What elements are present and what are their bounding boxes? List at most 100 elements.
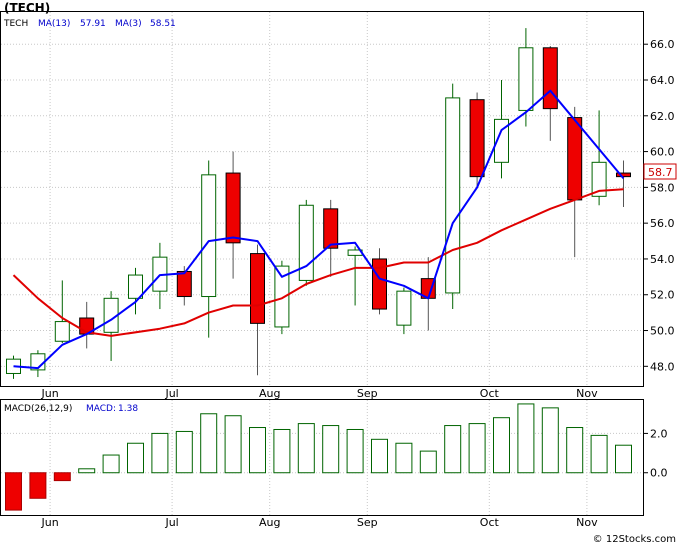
- macd-legend-label: MACD:: [86, 404, 116, 414]
- x-tick-label: Aug: [259, 387, 280, 400]
- macd-bar: [419, 450, 437, 474]
- macd-x-tick-label: Jun: [41, 516, 59, 529]
- price-y-tick-label: 48.0: [650, 360, 675, 373]
- moving-averages: [12, 89, 625, 370]
- macd-legend-value: 1.38: [118, 404, 138, 414]
- x-tick-label: Jul: [164, 387, 178, 400]
- macd-x-tick-label: Nov: [576, 516, 598, 529]
- candle-body: [298, 204, 314, 281]
- candle: [396, 287, 412, 335]
- macd-bar: [273, 428, 291, 474]
- price-legend: TECH MA(13) 57.91 MA(3) 58.51: [3, 19, 176, 29]
- candle: [469, 92, 485, 188]
- macd-bar: [493, 417, 510, 474]
- candle: [274, 260, 290, 335]
- macd-bar: [371, 438, 388, 474]
- candle-body: [542, 47, 558, 110]
- candle: [128, 267, 143, 315]
- price-gridlines: [1, 12, 643, 386]
- candle-body: [518, 47, 534, 111]
- macd-bar: [468, 423, 486, 474]
- macd-y-tick-label: 0.0: [650, 467, 668, 480]
- candle: [323, 199, 339, 277]
- x-tick-label: Sep: [357, 387, 378, 400]
- macd-gridlines: [1, 400, 643, 515]
- candle-body: [469, 99, 485, 178]
- macd-x-tick-label: Sep: [357, 516, 378, 529]
- candle-body: [372, 258, 387, 310]
- price-y-tick-label: 52.0: [650, 289, 675, 302]
- candle: [591, 110, 607, 206]
- credit-text: © 12Stocks.com: [593, 534, 676, 545]
- macd-x-tick-label: Aug: [259, 516, 280, 529]
- legend-ma3-value: 58.51: [150, 19, 176, 29]
- candle-body: [128, 274, 143, 299]
- candle: [567, 106, 583, 258]
- price-y-tick-label: 54.0: [650, 253, 675, 266]
- macd-bar: [249, 427, 266, 474]
- macd-bar: [444, 425, 462, 474]
- price-y-tick-label: 66.0: [650, 38, 675, 51]
- macd-bar: [297, 423, 315, 474]
- last-price-label: 58.7: [648, 166, 673, 179]
- ma3-line: [13, 89, 625, 370]
- macd-bar: [346, 428, 364, 474]
- macd-bar: [517, 403, 535, 474]
- candle: [445, 83, 461, 310]
- x-axis-labels: Jun Jun Jul Jul Aug Aug Sep Sep Oct Oct Nov Nov: [41, 387, 599, 529]
- candle-body: [201, 174, 217, 298]
- price-y-tick-label: 62.0: [650, 110, 675, 123]
- price-y-tick-label: 64.0: [650, 74, 675, 87]
- candle: [225, 151, 241, 279]
- candle: [616, 160, 631, 208]
- price-panel: 48.0 50.0 52.0 54.0 56.0 58.0 60.0 62.0 64.0 66.0…: [0, 1, 677, 387]
- candle: [518, 28, 534, 127]
- macd-bar: [566, 427, 584, 474]
- candle-body: [225, 172, 241, 244]
- macd-bar: [127, 442, 144, 474]
- candle: [54, 280, 70, 344]
- macd-bars: [5, 403, 632, 511]
- chart-title: (TECH): [4, 1, 50, 15]
- price-y-tick-label: 58.0: [650, 181, 675, 194]
- candle-body: [274, 265, 290, 328]
- candle-body: [250, 253, 265, 324]
- candle: [298, 199, 314, 286]
- candle-body: [54, 321, 70, 342]
- macd-panel: 2.0 0.0 MACD(26,12,9) MACD: 1.38: [0, 399, 668, 516]
- macd-y-axis: 2.0 0.0: [643, 427, 668, 480]
- macd-y-tick-label: 2.0: [650, 427, 668, 440]
- macd-bar: [5, 472, 22, 511]
- x-tick-label: Oct: [480, 387, 500, 400]
- candle: [201, 160, 217, 338]
- candle: [372, 248, 387, 315]
- last-price-marker: 58.7: [643, 163, 677, 180]
- candle-body: [396, 290, 412, 326]
- macd-x-tick-label: Jul: [164, 516, 178, 529]
- macd-bar: [151, 432, 169, 474]
- candle-body: [591, 161, 607, 197]
- price-y-tick-label: 56.0: [650, 217, 675, 230]
- macd-bar: [615, 444, 632, 474]
- legend-ma3-label: MA(3): [115, 19, 142, 29]
- candle-body: [323, 208, 339, 249]
- macd-bar: [175, 430, 193, 474]
- macd-bar: [200, 413, 218, 474]
- ma13-line: [12, 188, 624, 337]
- candle-body: [567, 117, 583, 201]
- macd-bar: [78, 468, 96, 474]
- macd-bar: [395, 442, 413, 474]
- macd-bar: [29, 472, 47, 499]
- candle-body: [616, 172, 631, 178]
- macd-legend: MACD(26,12,9) MACD: 1.38: [4, 404, 138, 414]
- macd-legend-name: MACD(26,12,9): [4, 404, 72, 414]
- candle-body: [445, 97, 461, 294]
- macd-bar: [53, 472, 71, 482]
- candle: [103, 291, 119, 361]
- macd-bar: [102, 454, 120, 474]
- price-y-tick-label: 60.0: [650, 146, 675, 159]
- legend-ma13-label: MA(13): [38, 19, 70, 29]
- price-y-axis: 48.0 50.0 52.0 54.0 56.0 58.0 60.0 62.0 64.0 66.0: [643, 38, 675, 373]
- macd-bar: [541, 407, 559, 474]
